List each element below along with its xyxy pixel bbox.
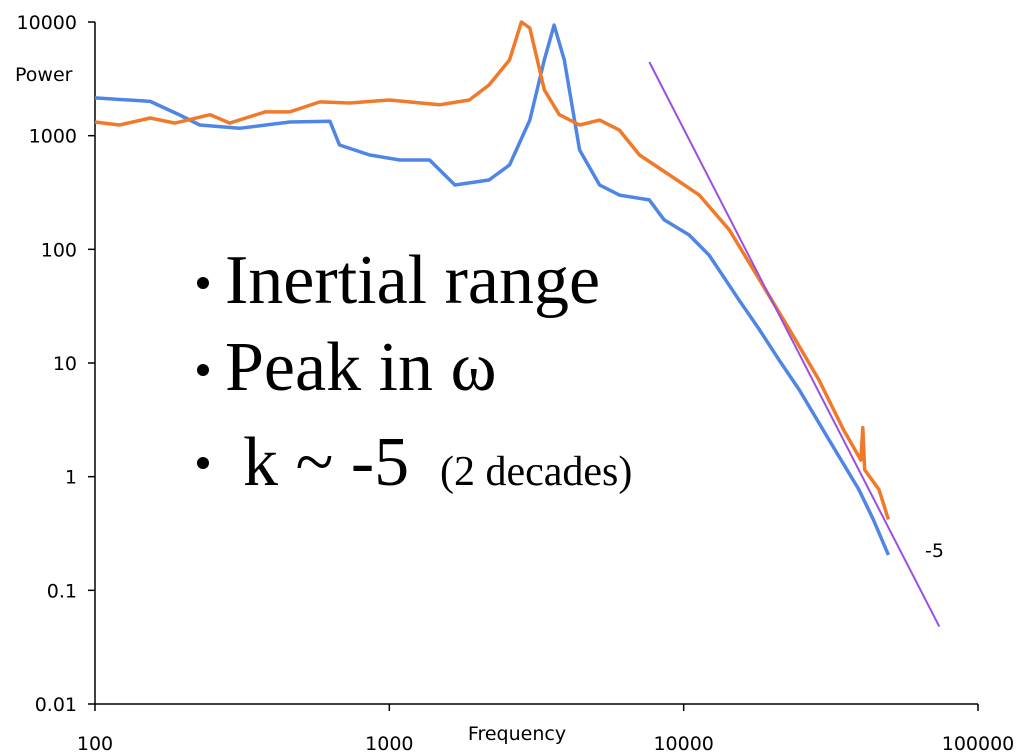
y-tick-label: 10000 <box>17 12 77 34</box>
y-tick-label: 1 <box>65 467 77 489</box>
bullet-dot <box>197 277 209 289</box>
x-tick-label: 100 <box>77 733 113 755</box>
annotation: k ~ -5 <box>243 424 409 501</box>
series-line <box>94 23 891 556</box>
annotation: Peak in ω <box>225 329 497 406</box>
y-tick-label: 0.01 <box>35 694 77 716</box>
y-tick-label: 1000 <box>29 126 77 148</box>
x-axis-title: Frequency <box>468 723 566 745</box>
y-tick-label: 100 <box>41 239 77 261</box>
x-tick-label: 100000 <box>942 733 1015 755</box>
bullet-dot <box>197 364 209 376</box>
y-axis-title: Power <box>15 64 73 86</box>
y-tick-label: 10 <box>53 353 77 375</box>
y-tick-label: 0.1 <box>47 580 77 602</box>
x-tick-label: 1000 <box>365 733 413 755</box>
series-line <box>94 20 891 521</box>
bullet-dot <box>197 457 209 469</box>
x-tick-label: 10000 <box>653 733 713 755</box>
annotation: Inertial range <box>225 242 600 319</box>
annotation: (2 decades) <box>440 449 632 495</box>
reference-label: -5 <box>925 540 944 562</box>
reference-line <box>648 61 941 628</box>
